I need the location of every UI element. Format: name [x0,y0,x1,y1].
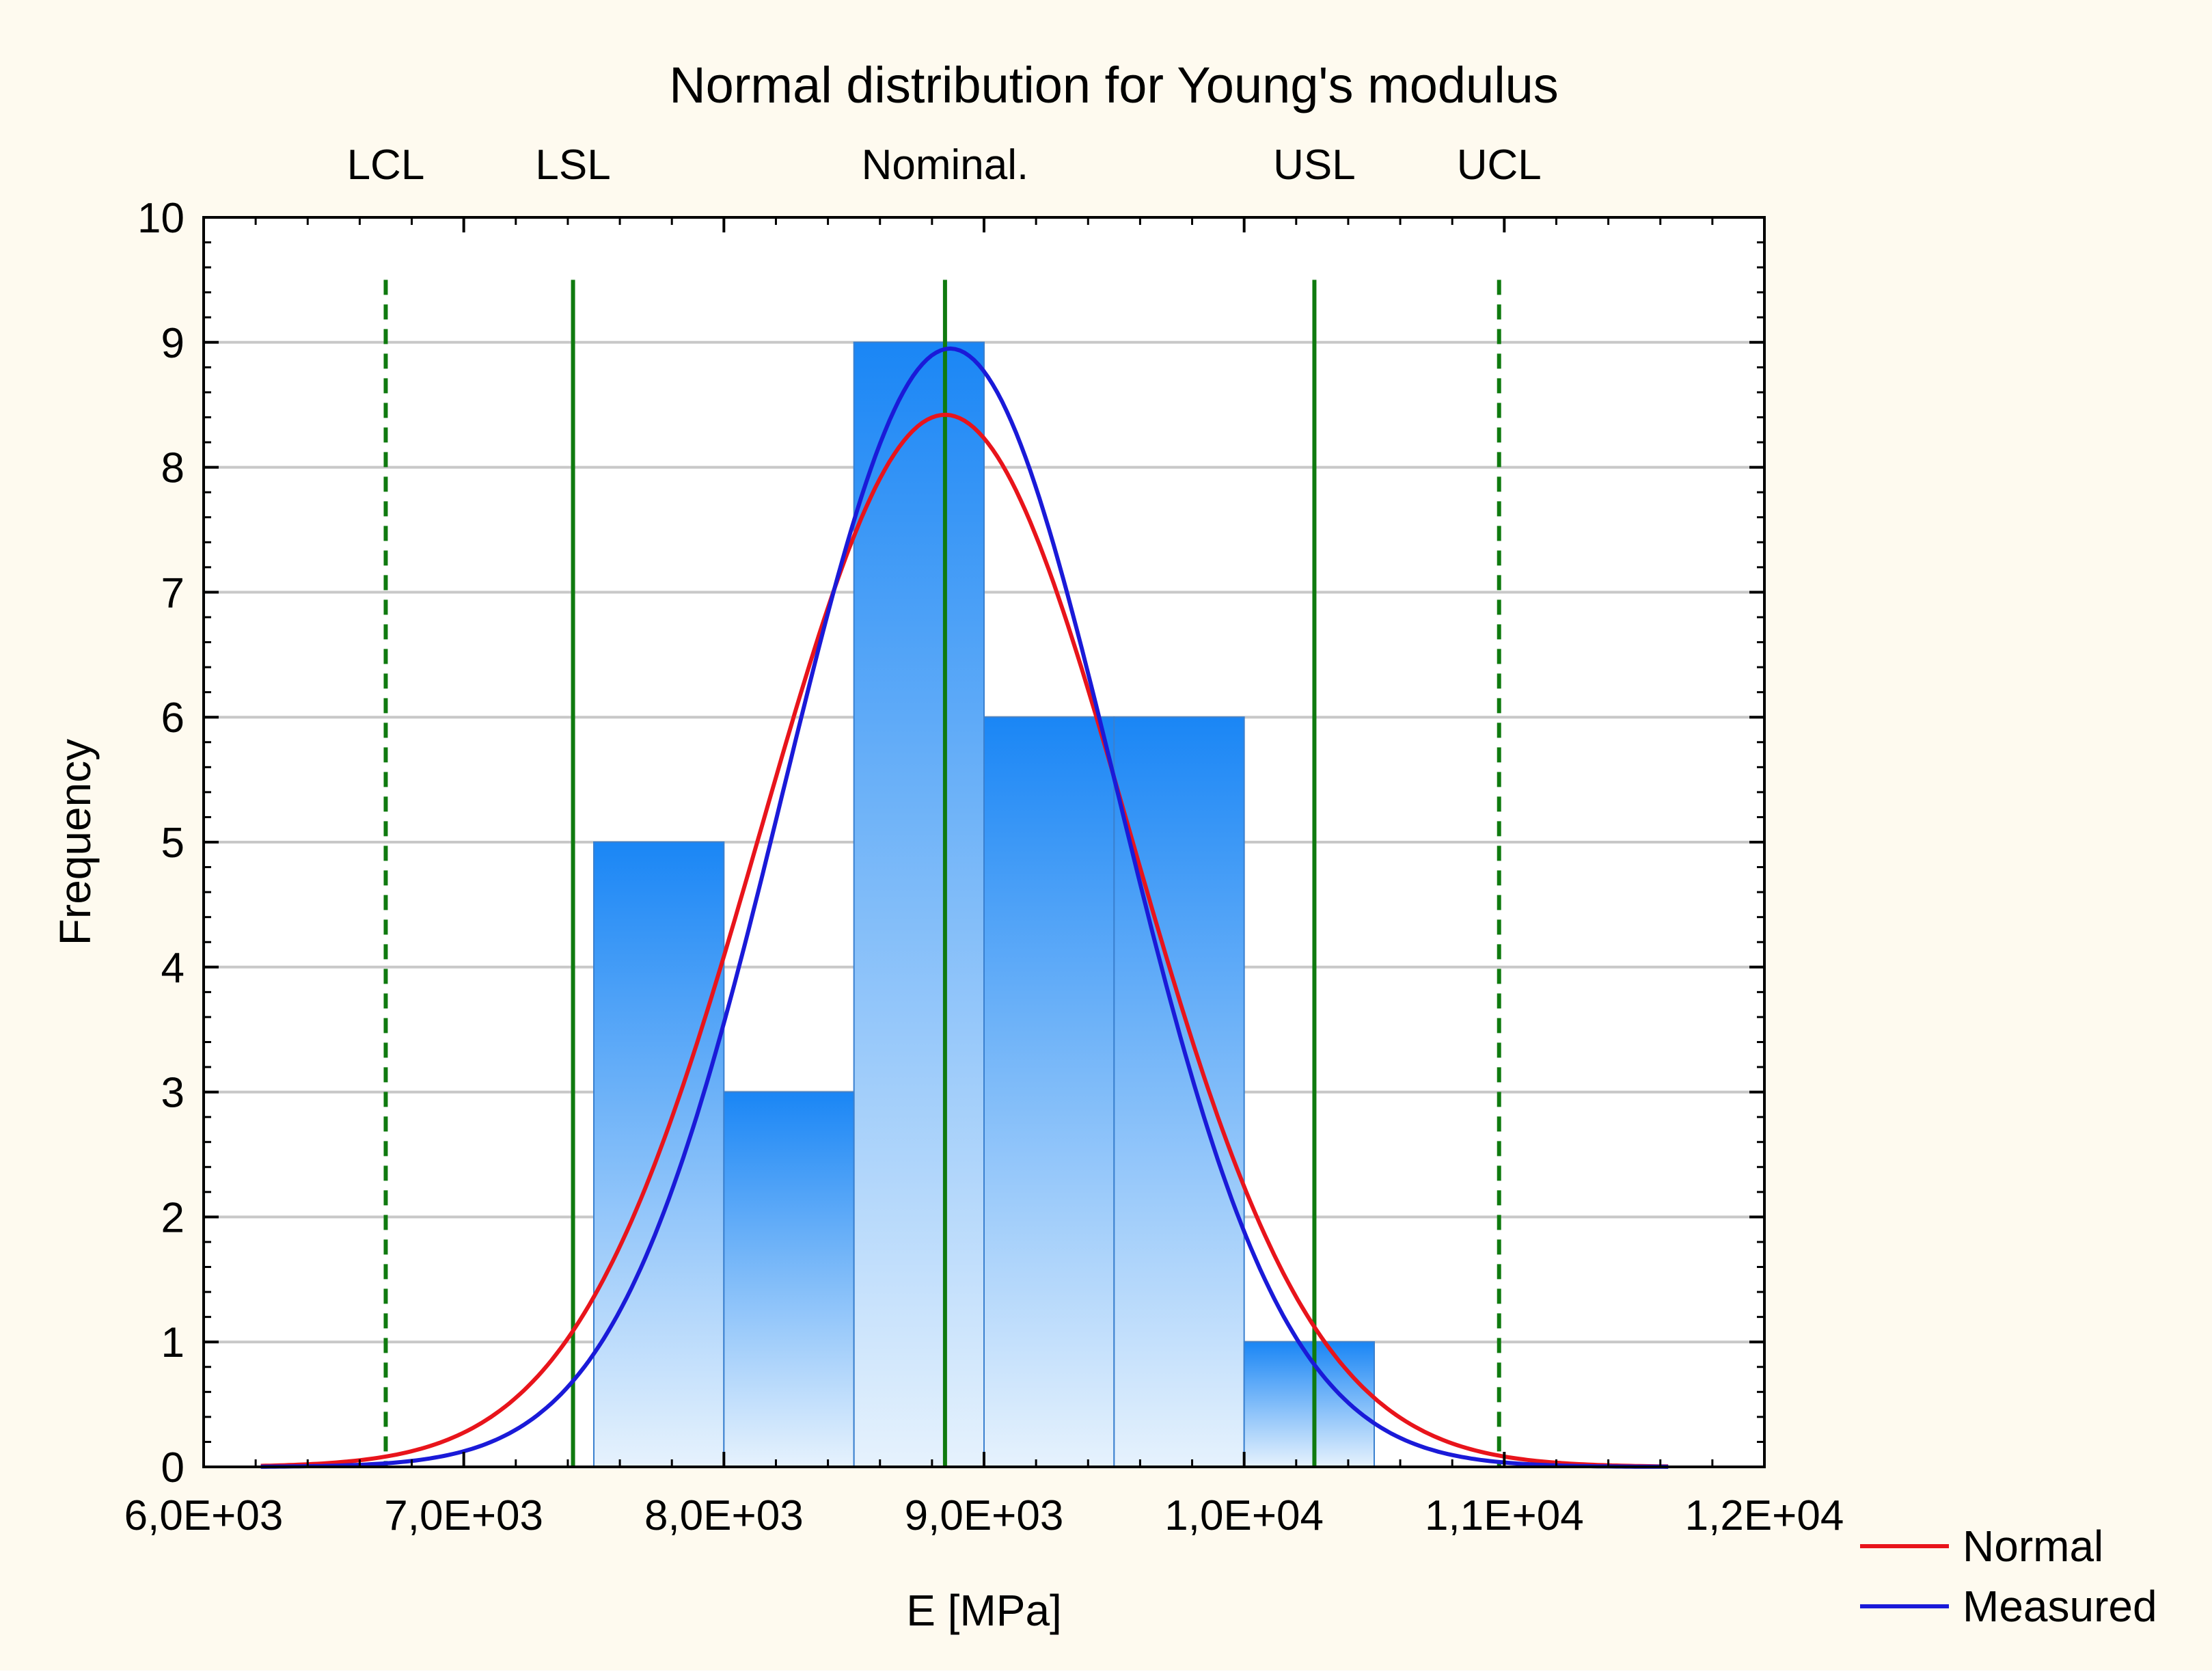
y-tick-label-1: 1 [161,1319,185,1366]
histogram-bars [593,341,1375,1468]
limit-lines: LCL LSL Nominal. USL UCL [347,141,1542,1467]
x-tick-label-11000: 1,1E+04 [1425,1492,1584,1539]
y-tick-label-4: 4 [161,945,185,992]
legend-label-normal: Normal [1963,1522,2103,1571]
y-tick-label-8: 8 [161,445,185,492]
limit-label-lsl: LSL [535,141,610,189]
y-tick-label-0: 0 [161,1444,185,1491]
y-tick-label-7: 7 [161,569,185,617]
limit-label-lcl: LCL [347,141,425,189]
distribution-curves [260,346,1669,1469]
y-axis-label: Frequency [51,739,100,945]
x-tick-label-9000: 9,0E+03 [905,1492,1064,1539]
limit-label-ucl: UCL [1457,141,1542,189]
y-tick-label-3: 3 [161,1070,185,1117]
y-tick-label-5: 5 [161,820,185,867]
legend: Normal Measured [1860,1522,2157,1631]
y-tick-label-10: 10 [137,195,185,242]
limit-label-usl: USL [1273,141,1356,189]
histogram-bar-4 [1113,716,1245,1468]
x-tick-label-7000: 7,0E+03 [384,1492,543,1539]
y-tick-label-2: 2 [161,1194,185,1241]
curve-normal [260,412,1669,1469]
axis-ticks: 0 1 2 3 4 5 6 7 8 9 10 6,0E+03 7,0E+03 8,0E+03 9,0E+03… [124,195,1844,1539]
legend-label-measured: Measured [1963,1582,2157,1631]
y-tick-label-6: 6 [161,694,185,742]
chart-title: Normal distribution for Young's modulus [669,57,1559,113]
y-tick-label-9: 9 [161,320,185,367]
x-tick-label-10000: 1,0E+04 [1164,1492,1324,1539]
x-tick-label-6000: 6,0E+03 [124,1492,284,1539]
histogram-bar-3 [983,716,1115,1468]
x-tick-label-8000: 8,0E+03 [644,1492,804,1539]
histogram-bar-1 [723,1091,855,1468]
limit-label-nominal: Nominal. [862,141,1029,189]
curve-measured [260,346,1669,1469]
x-axis-label: E [MPa] [906,1586,1062,1635]
x-tick-label-12000: 1,2E+04 [1685,1492,1844,1539]
histogram-bar-2 [853,341,985,1468]
